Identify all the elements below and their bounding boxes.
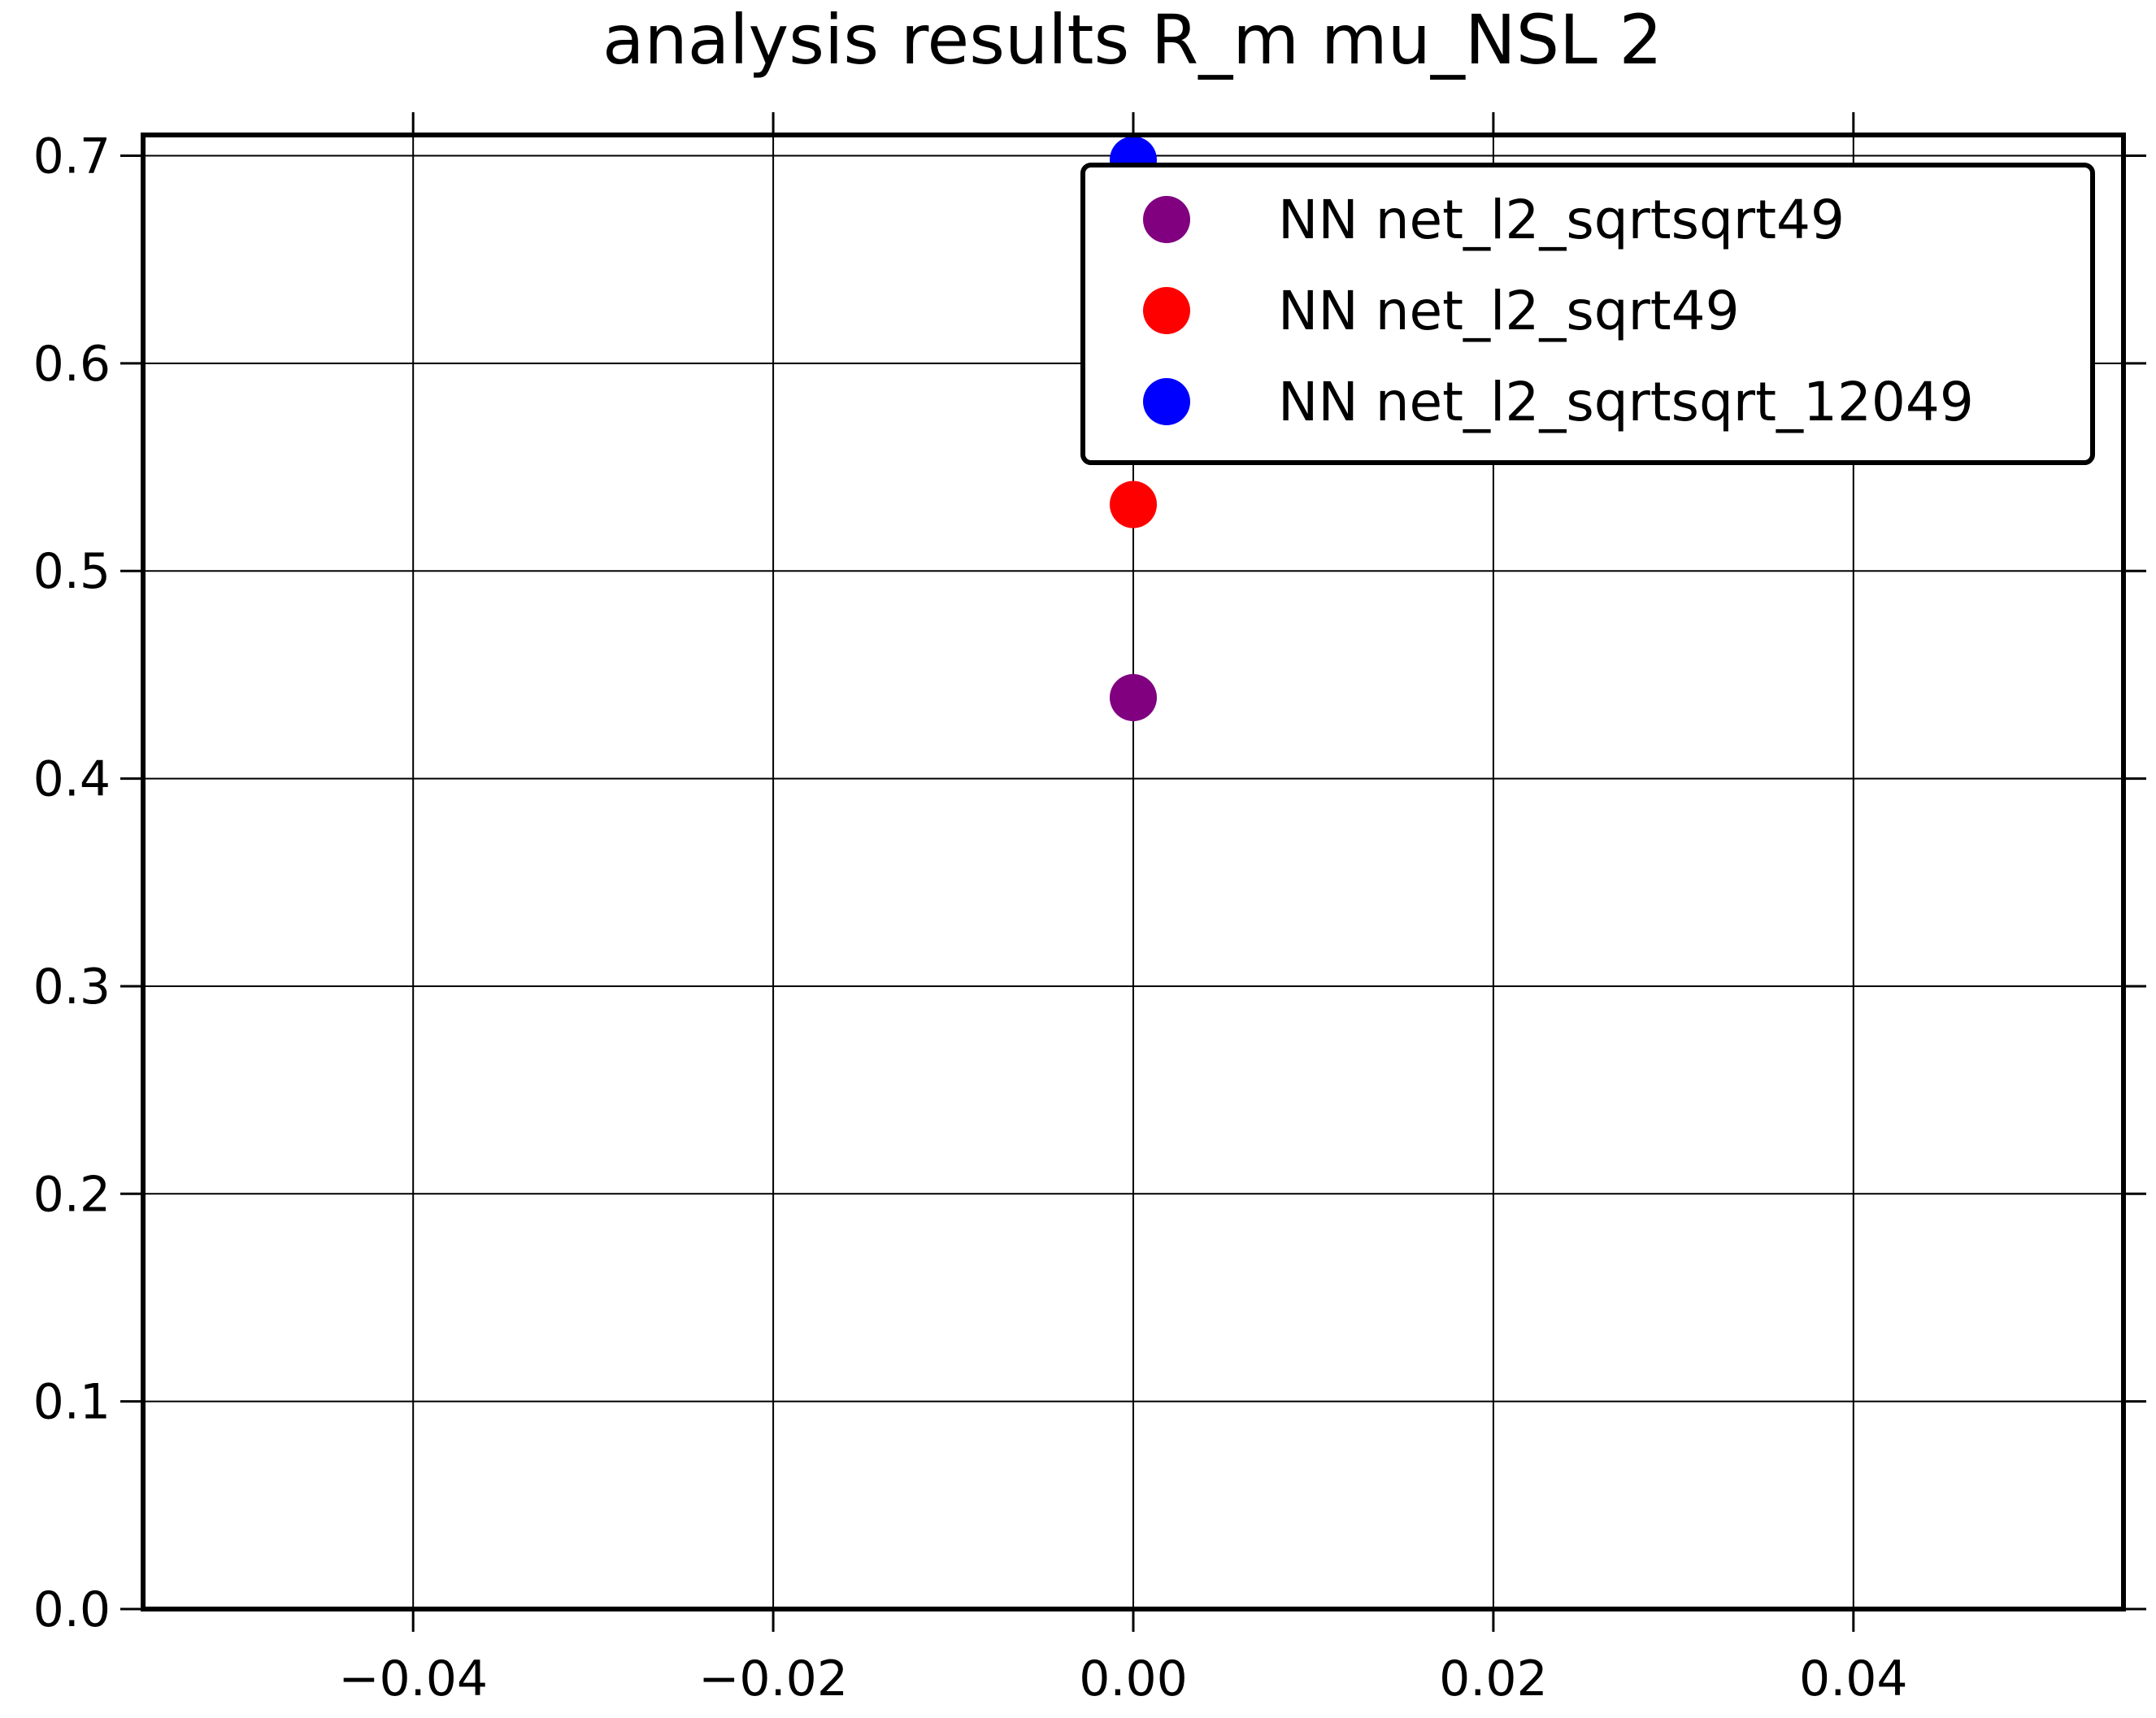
plot-frame [141, 133, 2126, 1611]
x-tick-label: 0.04 [1799, 1651, 1908, 1707]
y-tick-label: 0.5 [33, 543, 111, 600]
legend-marker [1143, 196, 1190, 243]
legend-label: NN net_l2_sqrtsqrt49 [1278, 189, 1845, 251]
y-tick-label: 0.6 [33, 336, 111, 393]
x-tick-label: −0.02 [698, 1651, 848, 1707]
y-tick-label: 0.1 [33, 1374, 111, 1431]
y-tick-label: 0.2 [33, 1166, 111, 1223]
legend-marker [1143, 287, 1190, 334]
x-tick-label: 0.00 [1079, 1651, 1188, 1707]
tick-labels: −0.04 −0.02 0.00 0.02 0.04 0.0 0.1 0.2 0.3 0.4 0.5… [33, 128, 1908, 1707]
data-point [1110, 674, 1157, 722]
legend: NN net_l2_sqrtsqrt49 NN net_l2_sqrt49 NN n… [1080, 163, 2095, 465]
y-tick-label: 0.7 [33, 128, 111, 185]
x-tick-label: 0.02 [1439, 1651, 1548, 1707]
y-tick-label: 0.4 [33, 751, 111, 808]
y-tick-label: 0.0 [33, 1581, 111, 1638]
axis-ticks [120, 112, 2146, 1632]
data-point [1110, 481, 1157, 528]
legend-label: NN net_l2_sqrtsqrt_12049 [1278, 371, 1974, 433]
y-tick-label: 0.3 [33, 959, 111, 1016]
legend-box [1080, 163, 2095, 465]
x-tick-label: −0.04 [338, 1651, 488, 1707]
legend-marker [1143, 378, 1190, 425]
chart-title: analysis results R_m mu_NSL 2 [602, 0, 1663, 80]
legend-label: NN net_l2_sqrt49 [1278, 280, 1740, 342]
